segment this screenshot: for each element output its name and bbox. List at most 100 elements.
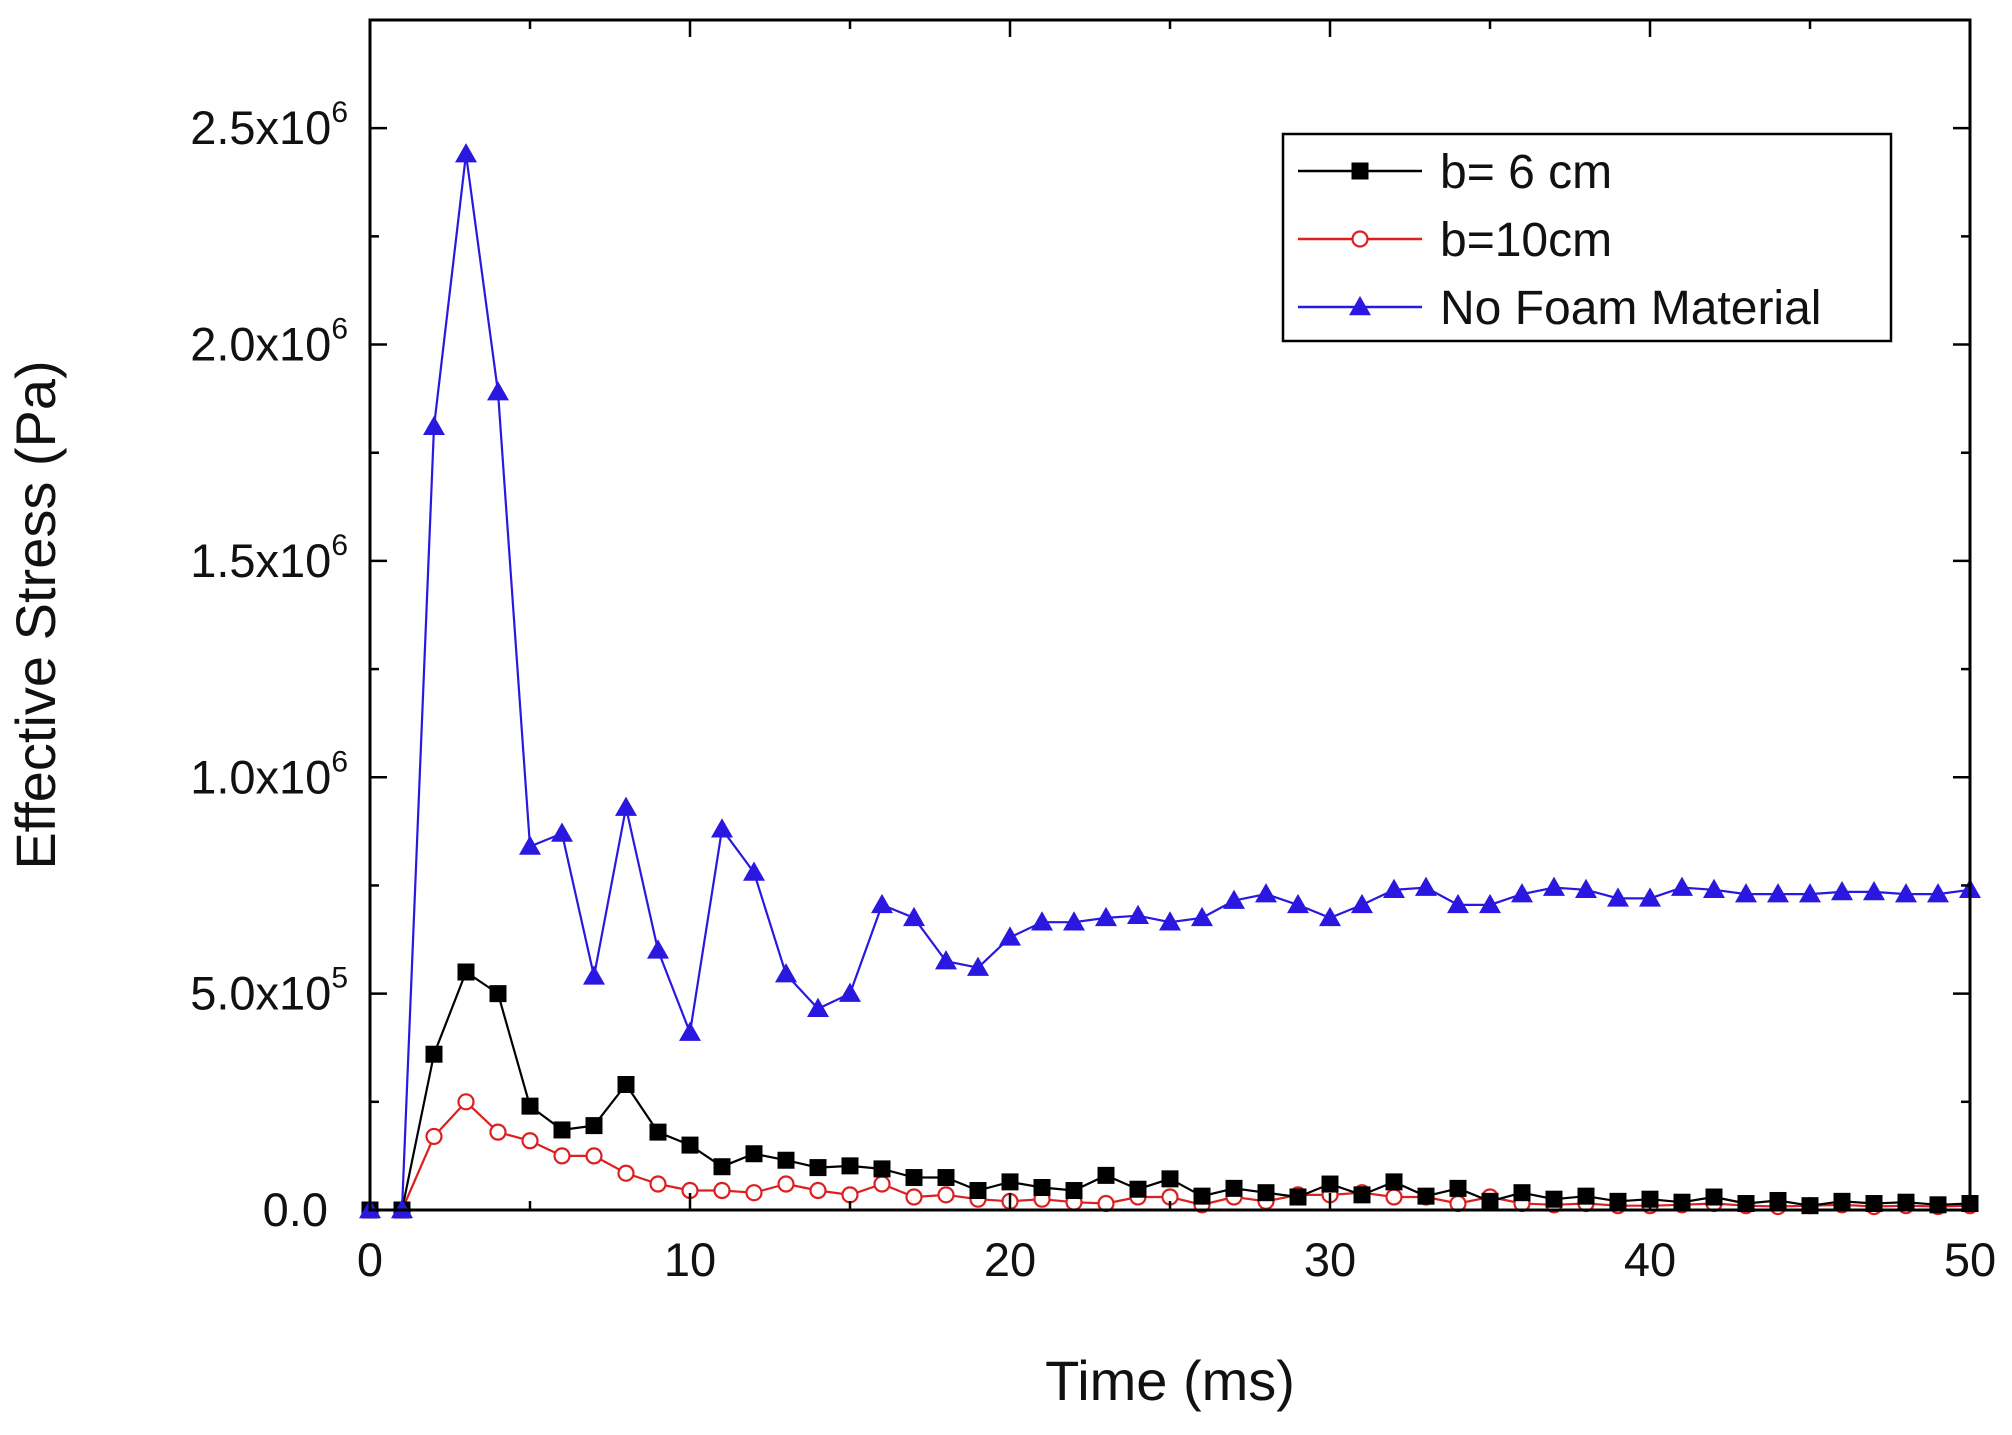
data-point (1287, 893, 1309, 914)
data-point (935, 950, 957, 970)
data-point (1609, 1192, 1627, 1210)
data-point (1255, 883, 1277, 903)
data-point (841, 1157, 859, 1175)
data-point (551, 822, 573, 842)
legend-marker (1351, 162, 1369, 180)
data-point (1097, 1166, 1115, 1184)
x-tick-label: 50 (1944, 1233, 1996, 1286)
x-tick-label: 30 (1304, 1233, 1356, 1286)
data-point (681, 1136, 699, 1154)
data-point (969, 1182, 987, 1200)
data-point (713, 1158, 731, 1176)
data-point (1897, 1193, 1915, 1211)
legend-marker (1349, 296, 1371, 316)
data-point (425, 1045, 443, 1063)
x-axis-title: Time (ms) (1045, 1349, 1295, 1412)
data-point (777, 1151, 795, 1169)
legend-label: No Foam Material (1440, 282, 1821, 335)
data-point (1001, 1173, 1019, 1191)
data-point (999, 926, 1021, 946)
data-point (1831, 880, 1853, 901)
data-point (873, 1175, 891, 1193)
data-point (1351, 893, 1373, 914)
data-point (905, 1169, 923, 1187)
data-point (1385, 1188, 1403, 1206)
data-point (1833, 1192, 1851, 1210)
data-point (457, 1093, 475, 1111)
data-point (425, 1127, 443, 1146)
data-point (423, 415, 445, 436)
data-point (807, 997, 829, 1018)
data-point (1639, 887, 1661, 907)
data-point (1895, 883, 1917, 903)
data-point (1543, 876, 1565, 896)
data-point (1383, 878, 1405, 899)
data-point (873, 1160, 891, 1178)
data-point (583, 965, 605, 985)
data-point (1127, 904, 1149, 924)
data-point (1159, 911, 1181, 931)
data-point (1191, 906, 1213, 927)
data-point (1577, 1187, 1595, 1205)
data-point (1033, 1178, 1051, 1196)
data-point (1161, 1170, 1179, 1188)
data-point (457, 963, 475, 981)
series-0 (361, 963, 1979, 1219)
data-point (1193, 1187, 1211, 1205)
data-point (1417, 1187, 1435, 1205)
data-point (937, 1186, 955, 1204)
x-tick-label: 40 (1624, 1233, 1676, 1286)
data-point (553, 1147, 571, 1165)
data-point (809, 1181, 827, 1200)
data-point (1769, 1191, 1787, 1209)
y-axis-title: Effective Stress (Pa) (4, 360, 67, 869)
data-point (871, 893, 893, 914)
data-point (1321, 1175, 1339, 1193)
data-point (743, 861, 765, 881)
y-tick-label: 1.0x106 (190, 745, 348, 803)
y-tick-label: 1.5x106 (190, 529, 348, 587)
data-point (809, 1159, 827, 1177)
data-point (1319, 906, 1341, 927)
data-point (745, 1145, 763, 1163)
data-point (553, 1121, 571, 1139)
data-point (1545, 1190, 1563, 1208)
data-point (1065, 1182, 1083, 1200)
data-point (1289, 1188, 1307, 1206)
data-point (1865, 1195, 1883, 1213)
data-point (937, 1169, 955, 1187)
data-point (487, 381, 509, 401)
data-point (839, 982, 861, 1002)
tick-layer: 0 10 20 30 40 50 0.0 5.0x105 1.0x106 1.5x106 2.0x1… (190, 18, 1996, 1286)
data-point (1735, 883, 1757, 903)
data-point (1673, 1193, 1691, 1211)
data-point (905, 1188, 923, 1206)
data-point (649, 1123, 667, 1141)
data-point (1063, 911, 1085, 931)
data-point (775, 963, 797, 983)
data-point (1737, 1195, 1755, 1213)
data-point (679, 1021, 701, 1041)
data-point (489, 985, 507, 1003)
data-point (1447, 893, 1469, 914)
data-point (1799, 883, 1821, 903)
data-point (489, 1123, 507, 1141)
data-point (1449, 1179, 1467, 1197)
data-point (1863, 880, 1885, 901)
legend-label: b= 6 cm (1440, 146, 1612, 199)
y-tick-label: 5.0x105 (190, 962, 348, 1020)
data-point (1513, 1184, 1531, 1202)
data-point (1767, 883, 1789, 903)
data-point (1223, 889, 1245, 909)
data-point (649, 1175, 667, 1193)
data-point (1031, 911, 1053, 931)
data-point (585, 1117, 603, 1135)
legend-marker (1351, 230, 1369, 248)
data-point (615, 796, 637, 816)
data-point (1927, 883, 1949, 903)
data-point (1479, 893, 1501, 914)
data-point (777, 1175, 795, 1193)
data-point (1575, 878, 1597, 899)
data-point (617, 1076, 635, 1094)
